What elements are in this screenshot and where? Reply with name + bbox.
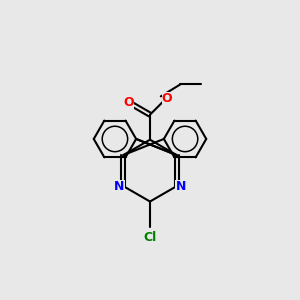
Text: N: N: [176, 180, 186, 193]
Text: Cl: Cl: [143, 231, 157, 244]
Text: O: O: [123, 96, 134, 109]
Text: O: O: [162, 92, 172, 105]
Text: N: N: [114, 180, 124, 193]
